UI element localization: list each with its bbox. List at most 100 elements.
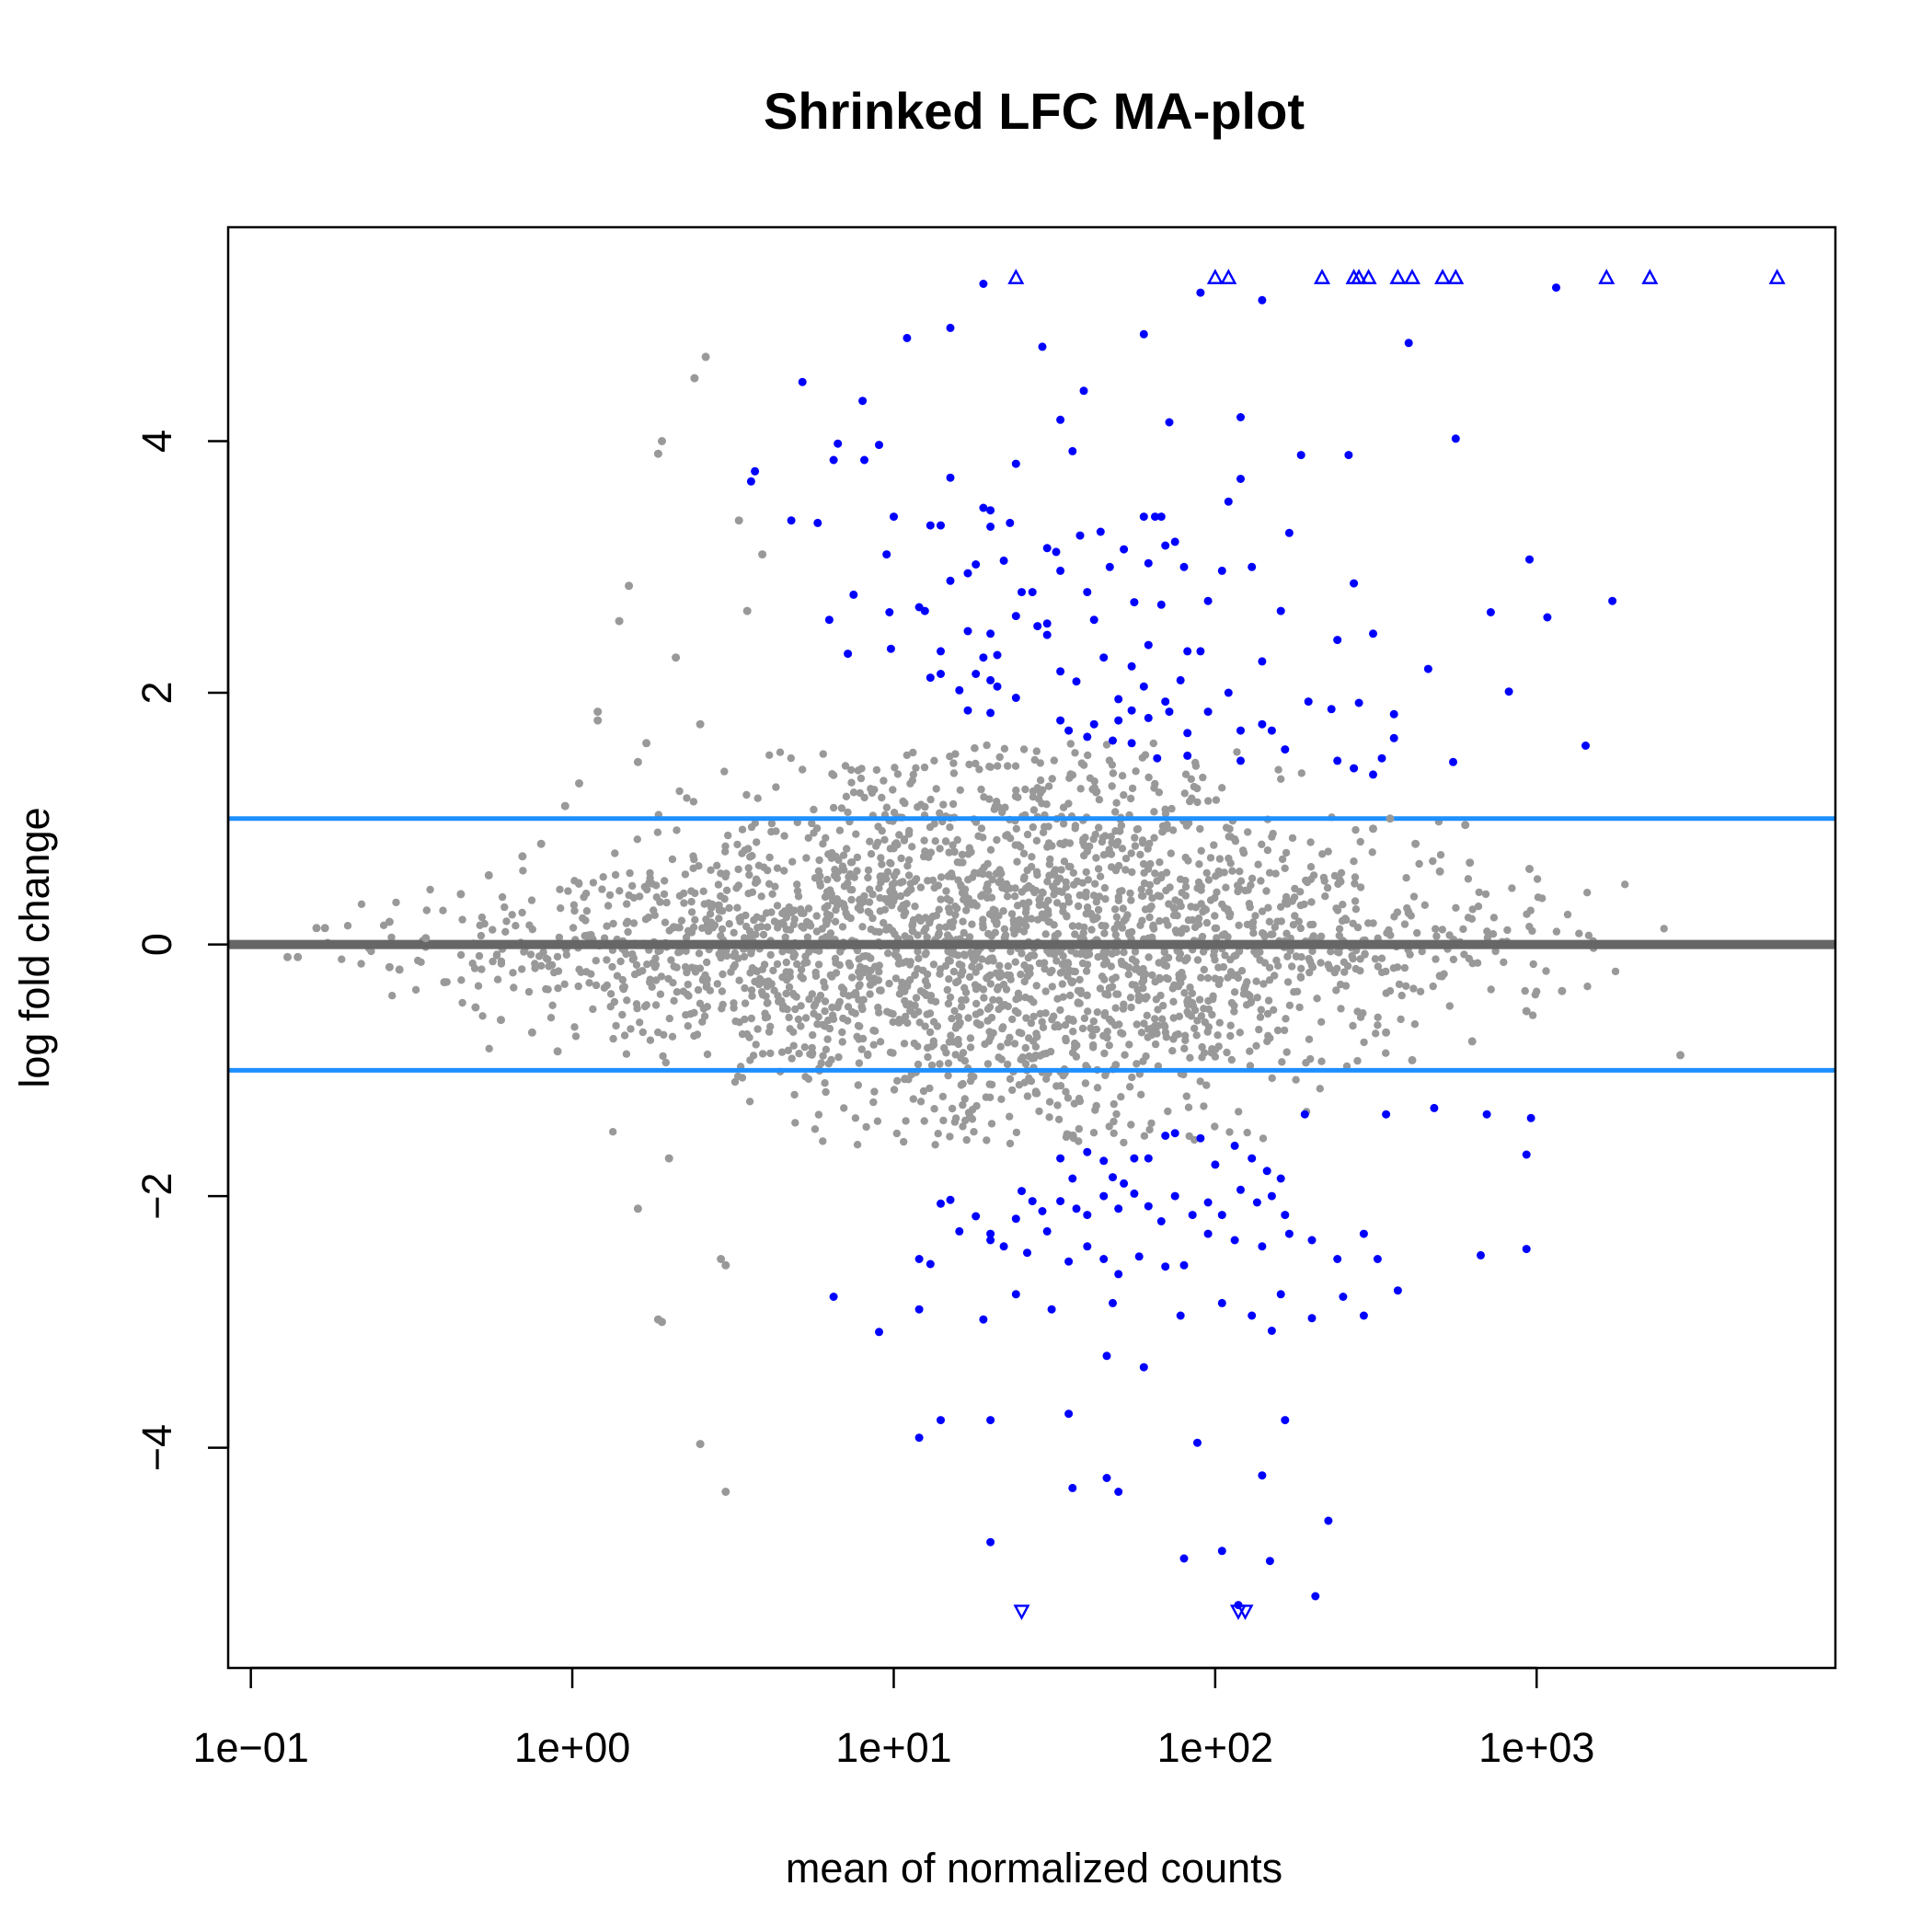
background-point — [1033, 1032, 1041, 1041]
background-point — [738, 1029, 747, 1039]
background-point — [1432, 932, 1441, 940]
background-point — [651, 1001, 661, 1009]
background-point — [1274, 765, 1282, 774]
background-point — [1063, 913, 1071, 921]
background-point — [1212, 872, 1220, 880]
background-point — [1215, 855, 1225, 863]
background-point — [966, 1043, 975, 1052]
significant-point — [1083, 732, 1092, 742]
significant-point — [1139, 682, 1148, 691]
background-point — [955, 960, 964, 969]
background-point — [916, 1098, 926, 1106]
background-point — [836, 948, 845, 956]
background-point — [1171, 896, 1179, 904]
background-point — [757, 988, 766, 996]
background-point — [1230, 1007, 1238, 1016]
background-point — [735, 1018, 743, 1027]
significant-point — [946, 1195, 955, 1204]
significant-point — [1333, 636, 1342, 645]
background-point — [922, 925, 930, 933]
background-point — [1526, 906, 1535, 914]
background-point — [946, 823, 954, 832]
background-point — [664, 974, 673, 983]
background-point — [718, 925, 727, 934]
significant-point — [1179, 1260, 1189, 1270]
background-point — [553, 952, 562, 961]
significant-point — [787, 516, 796, 525]
background-point — [1008, 1086, 1017, 1095]
background-point — [1131, 948, 1140, 956]
background-point — [439, 906, 447, 914]
background-point — [527, 896, 536, 904]
significant-point — [1068, 446, 1077, 455]
significant-point — [1307, 1314, 1317, 1323]
background-point — [1028, 884, 1036, 893]
background-point — [951, 1114, 960, 1122]
background-point — [1204, 1005, 1213, 1014]
significant-point — [986, 1229, 995, 1238]
background-point — [1050, 1012, 1058, 1020]
background-point — [953, 835, 961, 845]
background-point — [1390, 913, 1398, 921]
background-point — [1075, 1124, 1084, 1133]
background-point — [542, 984, 550, 994]
background-point — [357, 960, 365, 968]
background-point — [1016, 915, 1024, 924]
background-point — [1263, 1037, 1271, 1046]
background-point — [1333, 906, 1342, 914]
background-point — [1059, 820, 1068, 828]
background-point — [938, 1092, 948, 1101]
background-point — [984, 870, 994, 879]
background-point — [1270, 1006, 1278, 1015]
non-significant-point — [283, 952, 292, 961]
background-point — [829, 771, 838, 779]
background-point — [654, 947, 662, 956]
significant-point — [955, 685, 964, 695]
background-point — [684, 992, 693, 1000]
background-point — [689, 798, 698, 806]
background-point — [1180, 1044, 1189, 1052]
background-point — [343, 922, 352, 930]
background-point — [1309, 871, 1318, 880]
background-point — [545, 962, 553, 971]
background-point — [725, 903, 733, 913]
background-point — [1244, 990, 1253, 999]
background-point — [892, 839, 901, 847]
background-point — [1542, 967, 1550, 975]
background-point — [923, 1010, 931, 1018]
background-point — [1099, 960, 1109, 969]
background-point — [640, 882, 649, 891]
background-point — [763, 923, 772, 931]
background-point — [1065, 839, 1075, 847]
background-point — [624, 927, 632, 937]
significant-point — [963, 569, 972, 578]
background-point — [636, 1018, 644, 1027]
background-point — [1468, 905, 1477, 914]
significant-point — [946, 323, 955, 332]
background-point — [741, 846, 749, 855]
non-significant-point — [518, 852, 527, 861]
background-point — [1004, 962, 1013, 971]
background-point — [870, 1027, 880, 1035]
background-point — [1330, 968, 1340, 977]
background-point — [995, 996, 1004, 1005]
background-point — [1094, 953, 1102, 961]
significant-point — [1038, 1207, 1047, 1215]
background-point — [477, 931, 486, 940]
significant-point — [1211, 1160, 1220, 1169]
background-point — [1140, 879, 1149, 888]
background-point — [828, 1003, 836, 1012]
clipped-up-marker — [1447, 269, 1465, 284]
background-point — [995, 1053, 1003, 1062]
background-point — [1131, 842, 1140, 850]
background-point — [519, 867, 527, 875]
background-point — [1042, 1075, 1051, 1084]
background-point — [1382, 967, 1390, 976]
background-point — [1296, 972, 1305, 981]
significant-point — [963, 706, 972, 715]
background-point — [1169, 1014, 1178, 1022]
background-point — [870, 1087, 879, 1096]
background-point — [745, 870, 753, 880]
background-point — [1374, 962, 1383, 971]
background-point — [693, 1030, 702, 1039]
